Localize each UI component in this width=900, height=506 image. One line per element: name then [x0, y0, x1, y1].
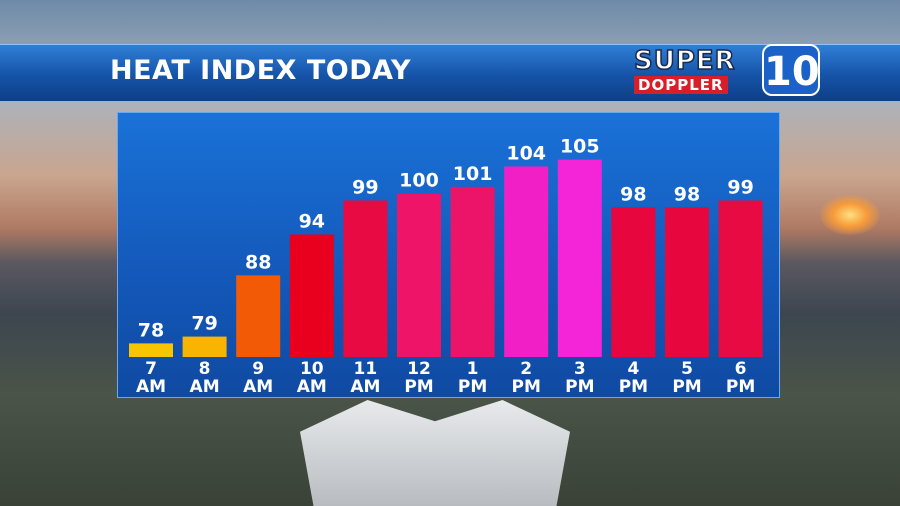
bar	[129, 343, 173, 357]
value-label: 79	[191, 313, 217, 335]
value-label: 78	[138, 319, 164, 341]
x-tick-text: 2 PM	[511, 359, 541, 397]
sun	[820, 195, 880, 235]
bar	[450, 186, 495, 357]
bar	[397, 193, 441, 357]
x-tick-text: 12 PM	[404, 359, 434, 397]
bar	[343, 200, 388, 357]
bar	[289, 234, 334, 357]
value-label: 98	[674, 183, 700, 205]
x-tick-label: 7 AM	[121, 360, 181, 396]
x-tick-text: 5 PM	[672, 359, 702, 397]
value-label: 99	[727, 176, 753, 198]
x-tick-text: 7 AM	[135, 359, 167, 397]
x-tick-label: 10 AM	[282, 360, 342, 396]
bar	[182, 336, 227, 357]
bar	[665, 207, 709, 357]
x-tick-label: 1 PM	[443, 360, 503, 396]
title-bar	[0, 44, 900, 101]
value-label: 101	[453, 163, 493, 185]
x-tick-text: 3 PM	[565, 359, 595, 397]
x-tick-text: 8 AM	[189, 359, 220, 397]
x-tick-text: 10 AM	[296, 359, 327, 397]
x-tick-label: 8 AM	[175, 360, 235, 396]
value-label: 105	[560, 136, 600, 158]
bar	[718, 200, 763, 357]
x-tick-text: 11 AM	[350, 359, 381, 397]
logo-number: 10	[762, 44, 820, 96]
value-label: 100	[399, 170, 439, 192]
value-label: 94	[299, 211, 325, 233]
x-tick-label: 9 AM	[228, 360, 288, 396]
bar	[611, 207, 656, 357]
x-tick-label: 12 PM	[389, 360, 449, 396]
value-label: 104	[506, 142, 546, 164]
bar	[557, 159, 602, 357]
x-tick-label: 4 PM	[603, 360, 663, 396]
title: HEAT INDEX TODAY	[110, 55, 412, 86]
bar	[236, 275, 281, 357]
bar	[504, 166, 549, 357]
logo-text: DOPPLER	[634, 76, 728, 94]
x-tick-text: 1 PM	[457, 359, 488, 397]
logo-text: SUPER	[633, 45, 736, 77]
x-tick-label: 3 PM	[550, 360, 610, 396]
value-label: 98	[620, 183, 646, 205]
x-tick-text: 9 AM	[243, 359, 274, 397]
x-tick-label: 6 PM	[711, 360, 771, 396]
x-tick-label: 5 PM	[657, 360, 717, 396]
logo: SUPER DOPPLER 10	[630, 44, 822, 98]
x-tick-text: 6 PM	[725, 359, 756, 397]
x-tick-label: 11 AM	[335, 360, 395, 396]
value-label: 99	[352, 176, 378, 198]
x-tick-label: 2 PM	[496, 360, 556, 396]
value-label: 88	[245, 251, 271, 273]
x-tick-text: 4 PM	[618, 359, 649, 397]
